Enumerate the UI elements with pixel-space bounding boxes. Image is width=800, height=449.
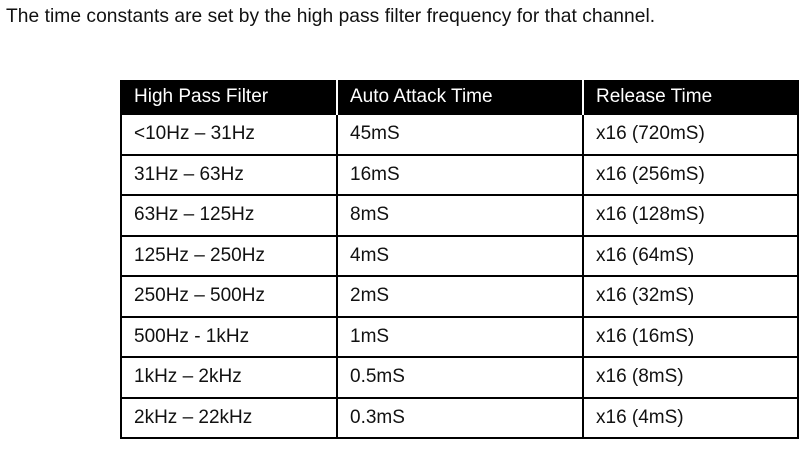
table-header-row: High Pass Filter Auto Attack Time Releas… [120, 80, 799, 114]
table-row: 250Hz – 500Hz 2mS x16 (32mS) [120, 275, 799, 318]
table-row: 63Hz – 125Hz 8mS x16 (128mS) [120, 194, 799, 237]
cell-high-pass-filter: 2kHz – 22kHz [120, 396, 338, 439]
header-auto-attack-time: Auto Attack Time [336, 80, 584, 114]
cell-auto-attack-time: 4mS [336, 234, 584, 277]
cell-release-time: x16 (64mS) [582, 234, 799, 277]
table-row: 1kHz – 2kHz 0.5mS x16 (8mS) [120, 356, 799, 399]
cell-high-pass-filter: 250Hz – 500Hz [120, 275, 338, 318]
cell-release-time: x16 (720mS) [582, 113, 799, 156]
intro-paragraph: The time constants are set by the high p… [6, 6, 656, 27]
cell-release-time: x16 (4mS) [582, 396, 799, 439]
cell-auto-attack-time: 16mS [336, 153, 584, 196]
header-release-time: Release Time [582, 80, 799, 114]
cell-release-time: x16 (8mS) [582, 356, 799, 399]
time-constants-table: High Pass Filter Auto Attack Time Releas… [120, 80, 799, 439]
table-row: 31Hz – 63Hz 16mS x16 (256mS) [120, 153, 799, 196]
header-high-pass-filter: High Pass Filter [120, 80, 338, 114]
table-row: <10Hz – 31Hz 45mS x16 (720mS) [120, 113, 799, 156]
table-row: 125Hz – 250Hz 4mS x16 (64mS) [120, 234, 799, 277]
cell-high-pass-filter: 63Hz – 125Hz [120, 194, 338, 237]
cell-auto-attack-time: 8mS [336, 194, 584, 237]
cell-release-time: x16 (32mS) [582, 275, 799, 318]
cell-high-pass-filter: 125Hz – 250Hz [120, 234, 338, 277]
cell-auto-attack-time: 0.5mS [336, 356, 584, 399]
cell-auto-attack-time: 45mS [336, 113, 584, 156]
cell-high-pass-filter: 31Hz – 63Hz [120, 153, 338, 196]
cell-auto-attack-time: 2mS [336, 275, 584, 318]
cell-high-pass-filter: 1kHz – 2kHz [120, 356, 338, 399]
table-row: 2kHz – 22kHz 0.3mS x16 (4mS) [120, 396, 799, 439]
cell-auto-attack-time: 0.3mS [336, 396, 584, 439]
cell-release-time: x16 (256mS) [582, 153, 799, 196]
table-row: 500Hz - 1kHz 1mS x16 (16mS) [120, 315, 799, 358]
cell-auto-attack-time: 1mS [336, 315, 584, 358]
cell-high-pass-filter: <10Hz – 31Hz [120, 113, 338, 156]
cell-high-pass-filter: 500Hz - 1kHz [120, 315, 338, 358]
cell-release-time: x16 (16mS) [582, 315, 799, 358]
cell-release-time: x16 (128mS) [582, 194, 799, 237]
